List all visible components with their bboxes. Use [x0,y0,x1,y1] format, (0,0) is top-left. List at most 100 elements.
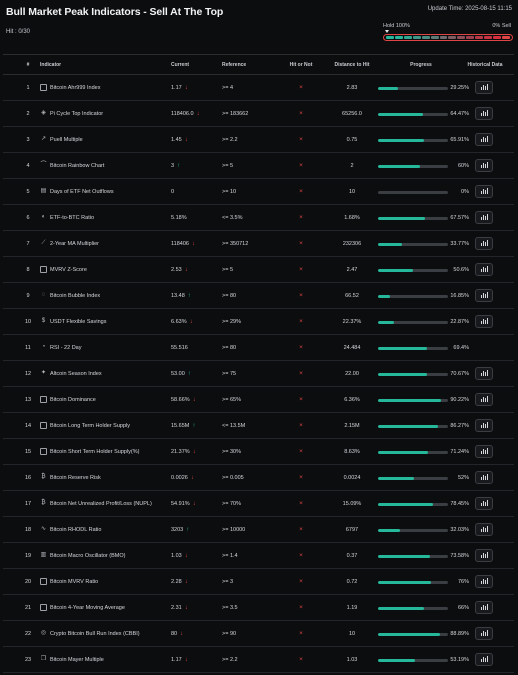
box-icon [40,604,47,611]
row-number: 11 [25,344,31,351]
historical-data-button[interactable] [475,471,493,484]
progress-fill [378,112,424,116]
meter-segment [421,36,430,39]
arrow-down-icon: ↓ [192,396,196,403]
progress-percent: 32.03% [450,526,469,533]
box-icon [40,266,47,273]
progress-percent: 70.67% [450,370,469,377]
historical-data-button[interactable] [475,367,493,380]
historical-data-button[interactable] [475,497,493,510]
historical-data-button[interactable] [475,627,493,640]
reference-value: >= 0.005 [222,474,244,481]
progress-cell: 60% [373,153,469,178]
reference-value: >= 5 [222,162,234,169]
historical-data-button[interactable] [475,315,493,328]
historical-data-button[interactable] [475,419,493,432]
col-reference: Reference [222,61,247,68]
progress-fill [378,554,430,558]
distance-value: 6.36% [344,396,360,403]
hit-status: × [288,179,314,204]
indicator-cell: ◌ Bitcoin Bubble Index [40,283,100,308]
progress-fill [378,164,420,168]
progress-percent: 67.57% [450,214,469,221]
arrow-down-icon: ↓ [190,474,194,481]
page-title: Bull Market Peak Indicators - Sell At Th… [6,6,224,18]
indicator-cell: Bitcoin Dominance [40,387,96,412]
indicator-name: Bitcoin Long Term Holder Supply [50,422,130,429]
historical-data-button[interactable] [475,81,493,94]
historical-data-button[interactable] [475,211,493,224]
progress-bar [378,606,448,610]
historical-data-button[interactable] [475,185,493,198]
page-header: Bull Market Peak Indicators - Sell At Th… [0,0,518,41]
reference-value: <= 3.5% [222,214,243,221]
progress-percent: 64.47% [450,110,469,117]
document-icon: ▤ [40,188,47,194]
historical-data-button[interactable] [475,393,493,406]
historical-data-button[interactable] [475,549,493,562]
historical-data-button[interactable] [475,107,493,120]
table-row: 18 ∿ Bitcoin RHODL Ratio 3203 ↑ >= 10000 × 6797… [3,517,514,543]
historical-data-button[interactable] [475,263,493,276]
current-value: 6.63% [171,318,187,325]
row-number: 1 [26,84,30,91]
arrow-down-icon: ↓ [184,656,188,663]
table-row: 15 Bitcoin Short Term Holder Supply(%) 21.… [3,439,514,465]
hit-status: × [288,621,314,646]
arrow-down-icon: ↓ [184,552,188,559]
progress-percent: 60% [457,162,469,169]
historical-data-button[interactable] [475,653,493,666]
sell-label: 0% Sell [492,23,511,29]
progress-bar [378,632,448,636]
bitcoin-icon: ₿ [41,500,46,506]
indicator-cell: ◐ ETF-to-BTC Ratio [40,205,94,230]
current-cell: 15.65M ↑ [171,413,195,438]
meter-segment [439,36,448,39]
progress-bar [378,190,448,194]
box-icon [40,84,47,91]
table-row: 19 ▥ Bitcoin Macro Oscillator (BMO) 1.03 ↓ >=… [3,543,514,569]
indicator-name: MVRV Z-Score [50,266,87,273]
indicators-table: # Indicator Current Reference Hit or Not… [3,54,514,673]
indicator-name: Bitcoin Dominance [50,396,96,403]
historical-data-button[interactable] [475,601,493,614]
progress-bar [378,164,448,168]
indicator-name: Bitcoin Macro Oscillator (BMO) [50,552,126,559]
hit-status: × [288,335,314,360]
historical-data-button[interactable] [475,133,493,146]
table-row: 22 ◎ Crypto Bitcoin Bull Run Index (CBBI) 8… [3,621,514,647]
hit-status: × [288,517,314,542]
historical-data-button[interactable] [475,159,493,172]
distance-value: 1.03 [346,656,358,663]
historical-data-button[interactable] [475,445,493,458]
indicator-name: Bitcoin Rainbow Chart [50,162,105,169]
historical-data-button[interactable] [475,575,493,588]
progress-fill [378,86,399,90]
table-row: 23 ❐ Bitcoin Mayer Multiple 1.17 ↓ >= 2.2 × 1.0… [3,647,514,673]
indicator-name: Bitcoin Short Term Holder Supply(%) [50,448,140,455]
row-number: 4 [26,162,30,169]
distance-value: 2 [350,162,354,169]
progress-cell: 76% [373,569,469,594]
historical-cell [474,101,494,126]
chart-icon: ↗ [40,136,47,142]
historical-data-button[interactable] [475,289,493,302]
progress-fill [378,658,416,662]
table-row: 12 ✦ Altcoin Season Index 53.00 ↑ >= 75 × 22.00… [3,361,514,387]
current-cell: 21.37% ↓ [171,439,196,464]
distance-value: 8.63% [344,448,360,455]
progress-percent: 76% [457,578,469,585]
row-number: 18 [24,526,32,533]
x-mark-icon: × [299,266,303,273]
distance-value: 0.37 [346,552,358,559]
progress-bar [378,528,448,532]
row-number: 22 [24,630,32,637]
hit-status: × [288,543,314,568]
historical-data-button[interactable] [475,523,493,536]
historical-data-button[interactable] [475,237,493,250]
hit-status: × [288,361,314,386]
current-cell: 6.63% ↓ [171,309,193,334]
distance-value: 0.0024 [343,474,361,481]
current-cell: 0 [171,179,174,204]
progress-bar [378,242,448,246]
